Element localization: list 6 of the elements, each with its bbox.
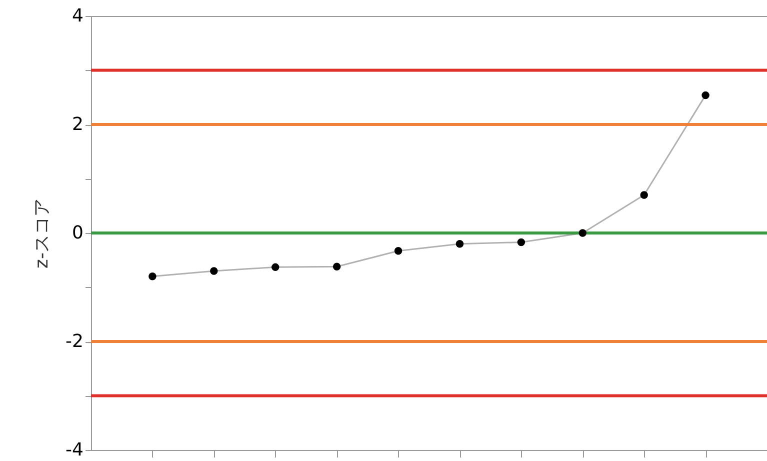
y-tick-label: 0 xyxy=(72,222,84,244)
y-tick-label: 4 xyxy=(72,6,84,26)
y-tick-label: 2 xyxy=(72,114,84,135)
y-axis-title: z-スコア xyxy=(32,198,53,268)
y-tick-label: -4 xyxy=(66,440,84,460)
y-tick-label: -2 xyxy=(66,331,84,352)
